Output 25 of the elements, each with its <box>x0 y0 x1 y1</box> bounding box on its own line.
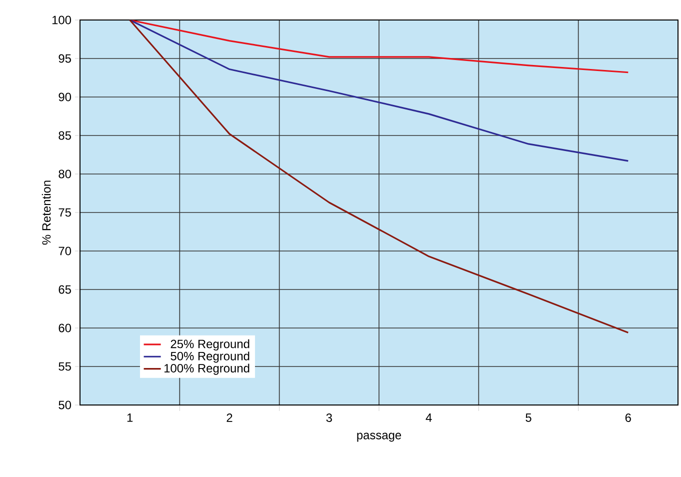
y-tick-label: 50 <box>58 400 72 410</box>
y-tick-label: 55 <box>58 362 71 371</box>
x-tick-label: 4 <box>426 414 432 422</box>
y-axis-title: % Retention <box>42 180 51 245</box>
y-tick-label: 70 <box>58 246 72 256</box>
x-tick-label: 1 <box>127 414 133 422</box>
y-tick-label: 75 <box>58 208 71 217</box>
legend-label: 50% Reground <box>170 352 250 363</box>
x-tick-label: 5 <box>526 414 532 422</box>
line-series <box>129 20 629 162</box>
line-series <box>129 20 629 74</box>
y-tick-label: 65 <box>58 285 71 294</box>
x-tick-label: 2 <box>226 414 232 422</box>
x-tick-label: 6 <box>625 414 631 422</box>
y-tick-label: 60 <box>58 324 72 332</box>
legend-label: 100% Reground <box>164 364 250 375</box>
legend-label: 25% Reground <box>170 339 250 351</box>
y-tick-label: 80 <box>58 170 72 178</box>
y-tick-label: 100 <box>52 16 72 24</box>
x-axis-title: passage <box>357 432 402 442</box>
y-tick-label: 95 <box>58 54 71 63</box>
y-tick-label: 90 <box>58 92 72 102</box>
line-series <box>129 20 629 334</box>
y-tick-label: 85 <box>58 131 71 140</box>
x-tick-label: 3 <box>326 414 332 422</box>
